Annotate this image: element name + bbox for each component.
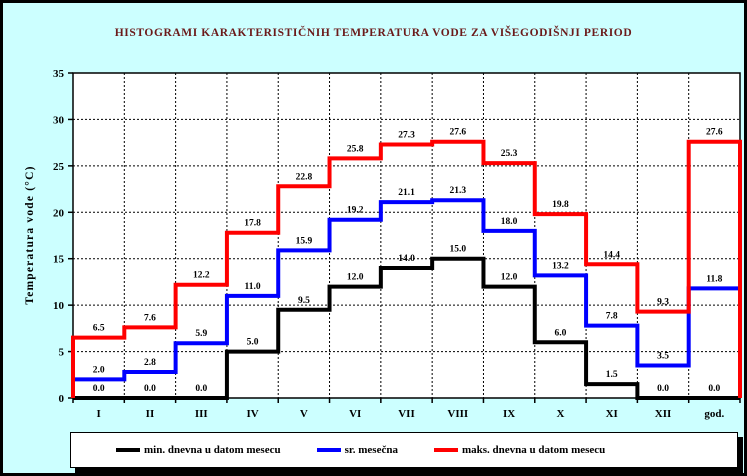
legend-label-min: min. dnevna u datom mesecu [144, 444, 281, 456]
data-label: 19.2 [347, 206, 364, 216]
data-label: 13.2 [552, 261, 569, 271]
legend-line-min [116, 448, 140, 452]
x-category-label: IV [246, 408, 258, 420]
data-label: 12.0 [501, 273, 518, 283]
data-label: 5.0 [247, 338, 259, 348]
data-label: 0.0 [93, 384, 105, 394]
x-category-label: god. [704, 408, 724, 420]
data-label: 9.3 [657, 298, 669, 308]
legend-box: min. dnevna u datom mesecu sr. mesečna m… [70, 432, 738, 468]
chart-title: HISTOGRAMI KARAKTERISTIČNIH TEMPERATURA … [114, 27, 633, 39]
legend-label-max: maks. dnevna u datom mesecu [461, 444, 606, 456]
plot-background [72, 72, 741, 399]
legend-item-mean: sr. mesečna [316, 444, 398, 456]
y-tick-label: 15 [53, 254, 65, 266]
x-category-label: XI [606, 408, 618, 420]
data-label: 7.8 [606, 312, 618, 322]
data-label: 11.0 [245, 282, 261, 292]
legend-label-mean: sr. mesečna [344, 444, 398, 456]
data-label: 21.1 [398, 188, 415, 198]
x-category-label: IX [503, 408, 515, 420]
data-label: 6.5 [93, 324, 105, 334]
data-label: 14.4 [603, 250, 620, 260]
data-label: 12.2 [193, 271, 210, 281]
data-label: 0.0 [195, 384, 207, 394]
data-label: 11.8 [706, 274, 722, 284]
data-label: 0.0 [708, 384, 720, 394]
data-label: 27.3 [398, 131, 415, 141]
data-label: 17.8 [244, 219, 261, 229]
legend-line-mean [316, 448, 341, 452]
x-category-label: II [146, 408, 155, 420]
series-line [71, 198, 742, 398]
data-label: 15.9 [296, 236, 313, 246]
x-category-label: I [97, 408, 101, 420]
data-label: 27.6 [449, 128, 466, 138]
data-label: 5.9 [195, 329, 207, 339]
legend-line-max [433, 448, 458, 452]
data-label: 6.0 [554, 328, 566, 338]
y-tick-label: 20 [53, 207, 65, 219]
series-line [71, 139, 742, 398]
data-label: 9.5 [298, 296, 310, 306]
data-label: 1.5 [606, 370, 618, 380]
data-label: 12.0 [347, 273, 364, 283]
y-tick-label: 25 [53, 161, 65, 173]
series-line [73, 256, 740, 400]
data-label: 25.8 [347, 144, 364, 154]
data-label: 19.8 [552, 200, 569, 210]
x-category-label: X [556, 408, 564, 420]
data-label: 3.5 [657, 352, 669, 362]
y-tick-label: 5 [59, 347, 65, 359]
data-label: 21.3 [449, 186, 466, 196]
data-label: 2.8 [144, 358, 156, 368]
x-category-label: V [300, 408, 308, 420]
data-label: 27.6 [706, 128, 723, 138]
x-category-label: III [195, 408, 208, 420]
x-category-label: VIII [447, 408, 468, 420]
data-label: 7.6 [144, 313, 156, 323]
legend-item-min: min. dnevna u datom mesecu [116, 444, 281, 456]
x-category-label: VII [398, 408, 415, 420]
y-tick-label: 0 [59, 393, 65, 405]
data-label: 25.3 [501, 149, 518, 159]
data-label: 14.0 [398, 254, 415, 264]
data-label: 2.0 [93, 365, 105, 375]
data-label: 15.0 [449, 245, 466, 255]
x-category-label: VI [349, 408, 361, 420]
y-tick-label: 10 [53, 300, 65, 312]
data-label: 18.0 [501, 217, 518, 227]
data-label: 0.0 [144, 384, 156, 394]
x-category-label: XII [655, 408, 672, 420]
y-tick-label: 35 [53, 68, 65, 80]
data-label: 22.8 [296, 172, 313, 182]
legend-item-max: maks. dnevna u datom mesecu [433, 444, 606, 456]
data-label: 0.0 [657, 384, 669, 394]
y-tick-label: 30 [53, 114, 65, 126]
